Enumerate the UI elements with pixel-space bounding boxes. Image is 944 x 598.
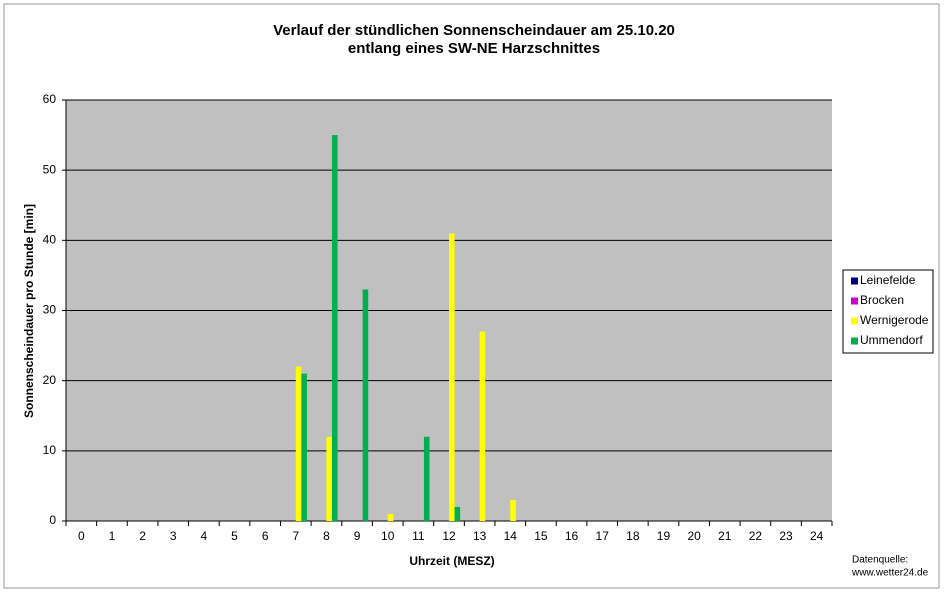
- legend-label: Wernigerode: [860, 313, 929, 327]
- chart-title: Verlauf der stündlichen Sonnenscheindaue…: [273, 22, 675, 39]
- legend-swatch: [851, 297, 858, 305]
- x-tick-label: 3: [170, 529, 177, 543]
- y-tick-label: 40: [43, 233, 57, 247]
- x-tick-label: 11: [412, 529, 425, 543]
- x-tick-label: 23: [779, 529, 793, 543]
- bar: [362, 289, 369, 521]
- y-tick-label: 50: [43, 162, 57, 176]
- legend-swatch: [851, 317, 858, 325]
- x-tick-label: 5: [231, 529, 238, 543]
- x-tick-label: 12: [442, 529, 456, 543]
- x-tick-label: 10: [381, 529, 395, 543]
- x-tick-label: 1: [109, 529, 116, 543]
- source-url: www.wetter24.de: [851, 568, 929, 579]
- x-tick-label: 24: [810, 529, 824, 543]
- bar: [301, 373, 307, 521]
- x-tick-label: 9: [354, 529, 361, 543]
- x-tick-label: 6: [262, 529, 269, 543]
- x-tick-label: 14: [504, 529, 518, 543]
- bar: [295, 366, 302, 521]
- y-tick-label: 20: [43, 373, 57, 387]
- y-tick-label: 30: [43, 303, 57, 317]
- legend-label: Ummendorf: [860, 333, 923, 347]
- bar: [326, 436, 333, 521]
- x-axis-label: Uhrzeit (MESZ): [409, 554, 494, 568]
- x-tick-label: 20: [687, 529, 701, 543]
- legend-swatch: [851, 277, 858, 285]
- x-tick-label: 17: [596, 529, 610, 543]
- bar: [387, 513, 394, 521]
- x-tick-label: 13: [473, 529, 487, 543]
- bar: [479, 331, 486, 521]
- x-tick-label: 15: [534, 529, 548, 543]
- y-tick-label: 0: [49, 513, 56, 527]
- bar: [332, 135, 338, 522]
- legend-label: Leinefelde: [860, 273, 916, 287]
- x-tick-label: 0: [78, 529, 85, 543]
- x-tick-label: 8: [323, 529, 330, 543]
- bar: [423, 436, 430, 521]
- x-tick-label: 4: [201, 529, 208, 543]
- x-tick-label: 22: [749, 529, 763, 543]
- y-axis-label: Sonnenscheindauer pro Stunde [min]: [22, 204, 36, 418]
- bar: [454, 506, 461, 521]
- bar: [510, 499, 516, 521]
- chart-subtitle: entlang eines SW-NE Harzschnittes: [348, 40, 600, 57]
- legend-label: Brocken: [860, 293, 904, 307]
- x-tick-label: 19: [657, 529, 671, 543]
- x-tick-label: 7: [292, 529, 299, 543]
- x-tick-label: 2: [139, 529, 146, 543]
- y-tick-label: 60: [43, 92, 57, 106]
- legend-swatch: [851, 337, 858, 345]
- x-tick-label: 16: [565, 529, 579, 543]
- x-tick-label: 21: [718, 529, 732, 543]
- y-tick-label: 10: [43, 443, 57, 457]
- x-tick-label: 18: [626, 529, 640, 543]
- source-label: Datenquelle:: [852, 555, 908, 566]
- bar: [449, 233, 455, 522]
